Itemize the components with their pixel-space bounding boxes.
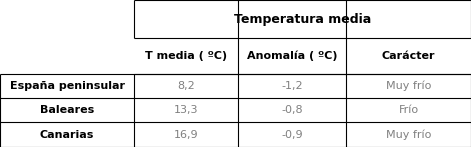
Text: Anomalía ( ºC): Anomalía ( ºC) [247, 51, 337, 61]
Text: Frío: Frío [398, 105, 419, 115]
Text: 16,9: 16,9 [174, 130, 198, 140]
Text: España peninsular: España peninsular [9, 81, 125, 91]
Text: Baleares: Baleares [40, 105, 94, 115]
Bar [0, 0, 134, 38]
Text: Temperatura media: Temperatura media [234, 13, 371, 26]
Text: Muy frío: Muy frío [386, 129, 431, 140]
Text: T media ( ºC): T media ( ºC) [145, 51, 227, 61]
Text: 8,2: 8,2 [177, 81, 195, 91]
Text: -0,8: -0,8 [281, 105, 303, 115]
Text: Canarias: Canarias [40, 130, 94, 140]
Text: -1,2: -1,2 [281, 81, 303, 91]
Text: 13,3: 13,3 [174, 105, 198, 115]
Text: Muy frío: Muy frío [386, 80, 431, 91]
Text: -0,9: -0,9 [281, 130, 303, 140]
Text: Carácter: Carácter [382, 51, 435, 61]
